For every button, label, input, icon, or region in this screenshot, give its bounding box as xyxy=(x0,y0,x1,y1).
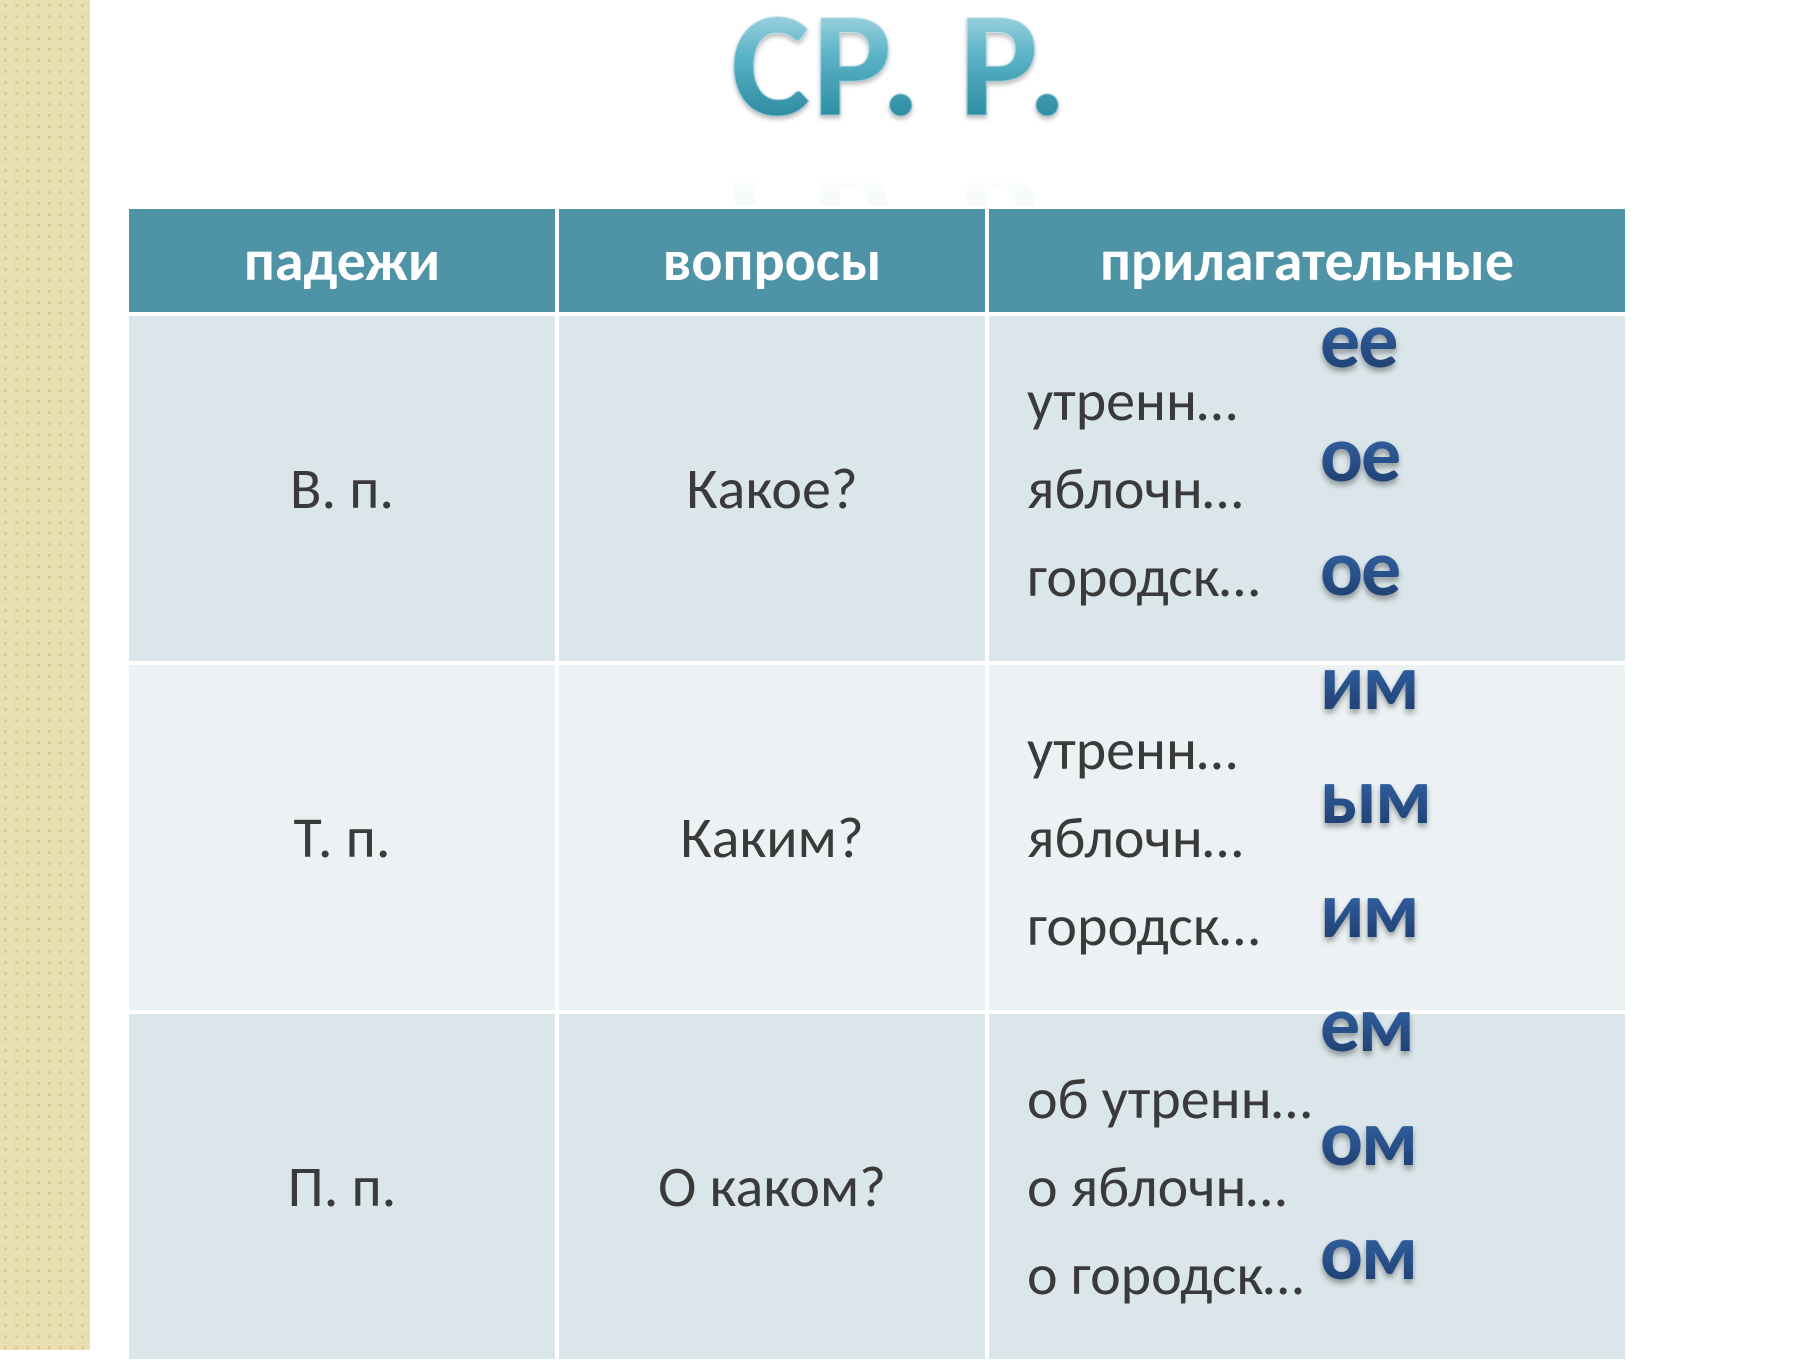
decorative-dot-band xyxy=(0,0,90,1350)
case-label: Т. п. xyxy=(129,665,555,1010)
header-adjectives: прилагательные xyxy=(987,207,1627,314)
title-text: СР. Р. xyxy=(731,0,1069,156)
table-header-row: падежи вопросы прилагательные xyxy=(127,207,1627,314)
adjective-stem: о городск… xyxy=(1027,1246,1303,1304)
header-questions: вопросы xyxy=(557,207,987,314)
adjective-stem: яблочн… xyxy=(1027,809,1243,867)
table-row: В. п. Какое? утренн… яблочн… городск… xyxy=(127,314,1627,663)
slide-canvas: СР. Р. СР. Р. падежи вопросы прилагатель… xyxy=(0,0,1800,1350)
case-label: П. п. xyxy=(129,1014,555,1359)
adjectives-cell: утренн… яблочн… городск… xyxy=(989,316,1625,661)
declension-table: падежи вопросы прилагательные В. п. Како… xyxy=(125,205,1629,1363)
adjective-stem: утренн… xyxy=(1027,372,1237,430)
adjective-stem: утренн… xyxy=(1027,721,1237,779)
adjective-stem: городск… xyxy=(1027,548,1260,606)
slide-title: СР. Р. СР. Р. xyxy=(0,0,1800,140)
table-row: П. п. О каком? об утренн… о яблочн… о го… xyxy=(127,1012,1627,1361)
adjective-stem: городск… xyxy=(1027,897,1260,955)
adjectives-cell: утренн… яблочн… городск… xyxy=(989,665,1625,1010)
adjectives-cell: об утренн… о яблочн… о городск… xyxy=(989,1014,1625,1359)
adjective-stem: яблочн… xyxy=(1027,460,1243,518)
question-label: О каком? xyxy=(559,1014,985,1359)
adjective-stem: об утренн… xyxy=(1027,1070,1312,1128)
table-row: Т. п. Каким? утренн… яблочн… городск… xyxy=(127,663,1627,1012)
case-label: В. п. xyxy=(129,316,555,661)
adjective-stem: о яблочн… xyxy=(1027,1158,1286,1216)
question-label: Каким? xyxy=(559,665,985,1010)
question-label: Какое? xyxy=(559,316,985,661)
header-cases: падежи xyxy=(127,207,557,314)
